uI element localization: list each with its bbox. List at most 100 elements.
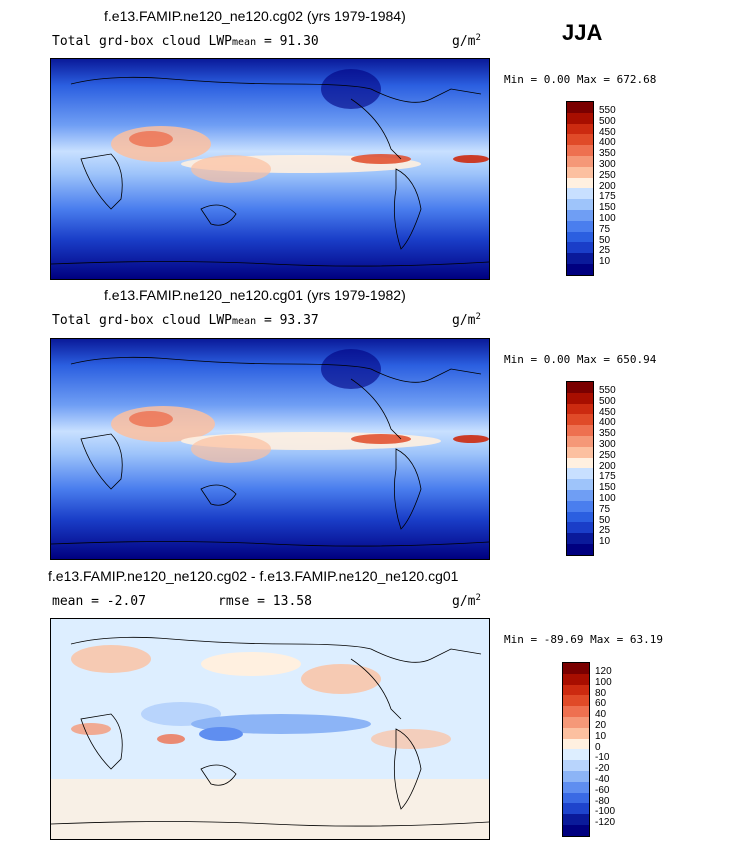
colorbar-tick-label: 20: [595, 719, 607, 731]
colorbar-tick-label: 350: [599, 148, 616, 160]
colorbar-cell: [563, 684, 589, 696]
colorbar-cell: [563, 770, 589, 782]
panel3-units-base: g/m: [452, 594, 476, 609]
panel3-map-svg: [51, 619, 489, 839]
colorbar-tick-label: 150: [599, 202, 616, 214]
panel1-units-sup: 2: [475, 33, 481, 43]
colorbar-cell: [567, 511, 593, 523]
panel1-units-base: g/m: [452, 34, 476, 49]
colorbar-tick-label: 75: [599, 223, 611, 235]
colorbar-tick-label: 300: [599, 438, 616, 450]
panel3-colorbar-cells: [562, 662, 590, 837]
colorbar-cell: [567, 414, 593, 426]
colorbar-tick-label: -120: [595, 817, 616, 829]
colorbar-tick-label: 100: [595, 676, 612, 688]
colorbar-tick-label: 0: [595, 741, 601, 753]
panel1-stat: Total grd-box cloud LWPmean = 91.30: [52, 34, 319, 49]
colorbar-cell: [563, 695, 589, 707]
colorbar-cell: [567, 123, 593, 135]
colorbar-tick-label: 250: [599, 449, 616, 461]
colorbar-cell: [567, 446, 593, 458]
colorbar-cell: [563, 792, 589, 804]
colorbar-cell: [567, 457, 593, 469]
colorbar-cell: [563, 663, 589, 674]
colorbar-tick-label: 10: [599, 256, 611, 268]
panel1-colorbar-labels: 550 500 450 400 350 300 250 200 175 150 100 75 50 25 1…: [599, 105, 616, 268]
colorbar-tick-label: 120: [595, 666, 612, 677]
panel3-rmse: rmse = 13.58: [218, 594, 312, 609]
colorbar-cell: [567, 500, 593, 512]
colorbar-cell: [567, 166, 593, 178]
colorbar-tick-label: 300: [599, 158, 616, 170]
colorbar-tick-label: 40: [595, 709, 607, 721]
colorbar-cell: [567, 392, 593, 404]
colorbar-cell: [563, 824, 589, 836]
colorbar-tick-label: 550: [599, 105, 616, 116]
colorbar-cell: [567, 242, 593, 254]
colorbar-tick-label: 25: [599, 245, 611, 257]
colorbar-cell: [567, 112, 593, 124]
colorbar-cell: [567, 220, 593, 232]
colorbar-cell: [567, 188, 593, 200]
panel2-units-sup: 2: [475, 312, 481, 322]
panel1-minmax: Min = 0.00 Max = 672.68: [504, 73, 657, 86]
colorbar-tick-label: -60: [595, 784, 610, 796]
colorbar-tick-label: 400: [599, 137, 616, 149]
colorbar-tick-label: 500: [599, 395, 616, 407]
colorbar-cell: [567, 231, 593, 243]
colorbar-tick-label: 550: [599, 385, 616, 396]
panel2-map-svg: [51, 339, 489, 559]
colorbar-tick-label: -20: [595, 763, 610, 775]
colorbar-cell: [563, 716, 589, 728]
colorbar-tick-label: 400: [599, 417, 616, 429]
colorbar-cell: [563, 760, 589, 771]
panel1-title: f.e13.FAMIP.ne120_ne120.cg02 (yrs 1979-1…: [104, 8, 406, 24]
colorbar-cell: [563, 749, 589, 761]
panel3-mean: mean = -2.07: [52, 594, 146, 609]
colorbar-cell: [567, 425, 593, 436]
colorbar-tick-label: 175: [599, 191, 616, 203]
panel1-stat-value: = 91.30: [263, 34, 319, 49]
panel2-units: g/m2: [452, 312, 481, 328]
colorbar-tick-label: 50: [599, 234, 611, 246]
colorbar-tick-label: 100: [599, 492, 616, 504]
colorbar-cell: [567, 102, 593, 113]
colorbar-cell: [563, 706, 589, 717]
colorbar-cell: [567, 199, 593, 210]
colorbar-tick-label: 50: [599, 514, 611, 526]
panel2-stat: Total grd-box cloud LWPmean = 93.37: [52, 313, 319, 328]
panel2-title: f.e13.FAMIP.ne120_ne120.cg01 (yrs 1979-1…: [104, 287, 406, 303]
panel2-map: [50, 338, 490, 560]
panel3-colorbar-labels: 120 100 80 60 40 20 10 0 -10 -20 -40 -60 -80 -100 -120: [595, 666, 616, 829]
colorbar-tick-label: -10: [595, 752, 610, 764]
colorbar-cell: [563, 673, 589, 685]
colorbar-tick-label: 450: [599, 126, 616, 138]
panel2-minmax: Min = 0.00 Max = 650.94: [504, 353, 657, 366]
colorbar-tick-label: 75: [599, 503, 611, 515]
panel2-stat-value: = 93.37: [263, 313, 319, 328]
colorbar-tick-label: 10: [599, 536, 611, 548]
colorbar-tick-label: 200: [599, 460, 616, 472]
panel2-var-label: Total grd-box cloud LWP: [52, 313, 233, 328]
colorbar-cell: [567, 134, 593, 146]
panel2-colorbar-labels: 550 500 450 400 350 300 250 200 175 150 100 75 50 25 1…: [599, 385, 616, 548]
colorbar-cell: [567, 489, 593, 501]
colorbar-cell: [563, 781, 589, 793]
panel1-units: g/m2: [452, 33, 481, 49]
colorbar-tick-label: 450: [599, 406, 616, 418]
colorbar-cell: [567, 435, 593, 447]
colorbar-cell: [567, 253, 593, 264]
panel3-title: f.e13.FAMIP.ne120_ne120.cg02 - f.e13.FAM…: [48, 568, 459, 584]
colorbar-tick-label: -80: [595, 795, 610, 807]
panel1-stat-sub: mean: [232, 37, 257, 48]
colorbar-cell: [567, 177, 593, 189]
panel2-colorbar-cells: [566, 381, 594, 556]
panel3-minmax: Min = -89.69 Max = 63.19: [504, 633, 663, 646]
panel2-stat-sub: mean: [232, 316, 257, 327]
colorbar-cell: [563, 803, 589, 815]
colorbar-tick-label: 60: [595, 698, 607, 710]
panel3-map: [50, 618, 490, 840]
colorbar-cell: [567, 543, 593, 555]
panel3-units: g/m2: [452, 593, 481, 609]
colorbar-cell: [567, 403, 593, 415]
